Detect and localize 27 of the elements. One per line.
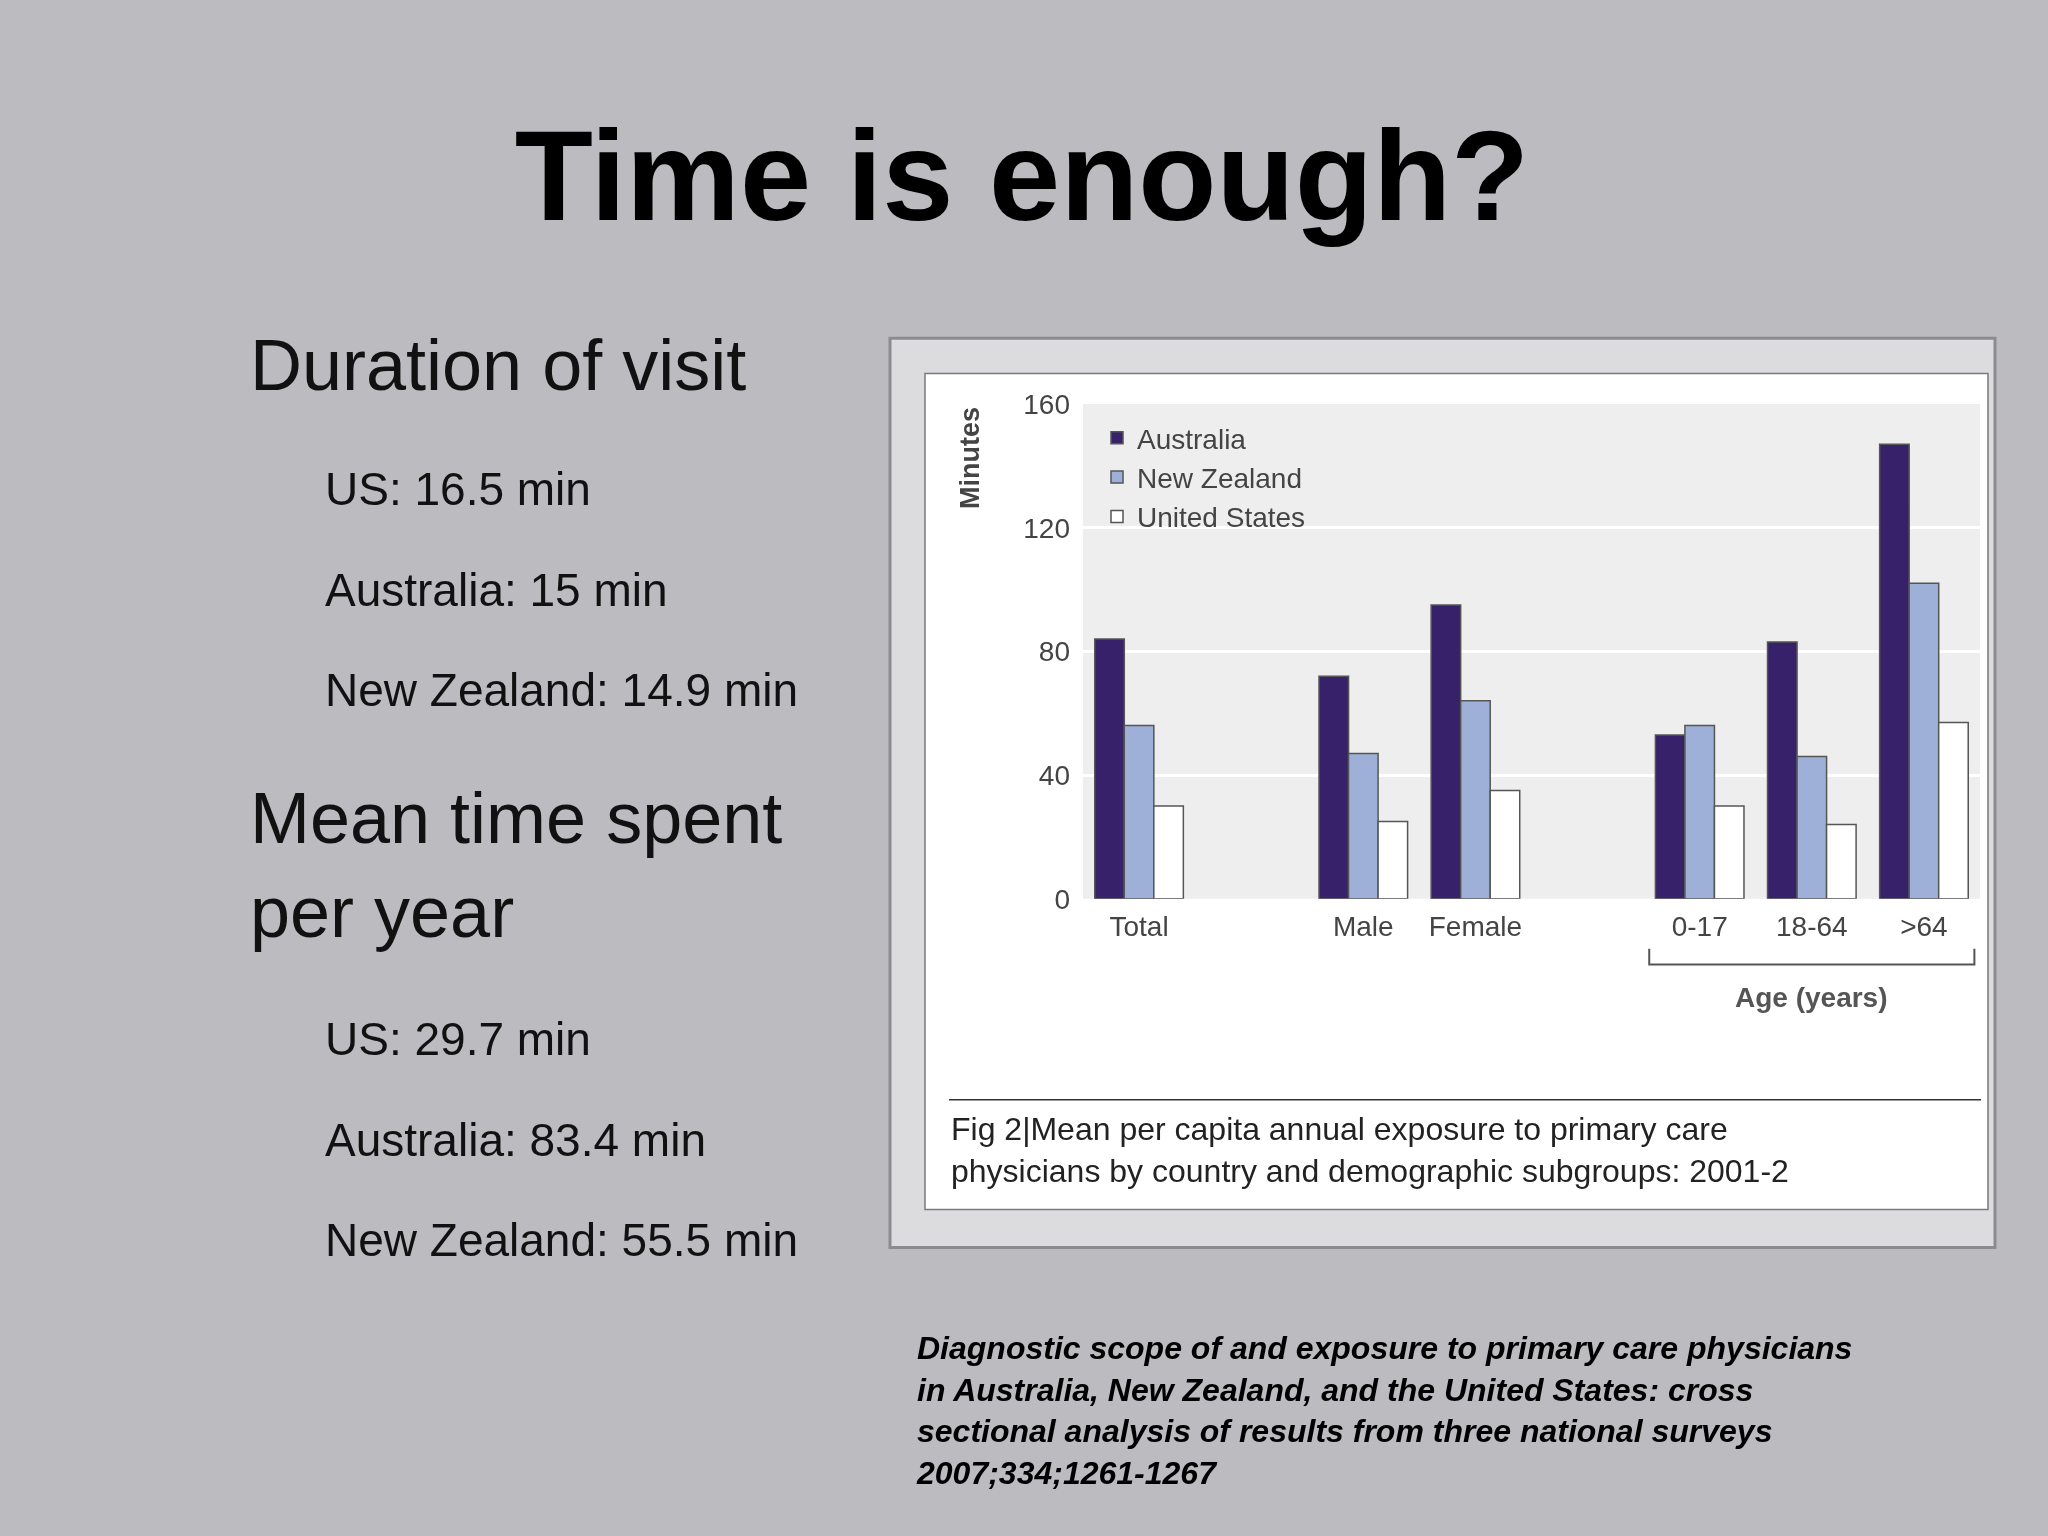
y-tick-label: 80 [1038,636,1070,668]
x-tick-label: 0-17 [1671,910,1728,942]
x-tick-label: Male [1332,910,1394,942]
text: New Zealand: 55.5 min [325,1214,799,1266]
x-tick-label: 18-64 [1776,910,1848,942]
caption: Fig 2|Mean per capita annual exposure to primary care physicians by country and demographic subgroups: 2001-2 [951,1111,1789,1189]
y-tick-label: 40 [1038,759,1070,791]
text: Duration of visit [250,325,747,405]
x-axis-title: Age (years) [1735,982,1888,1013]
text: Australia: 83.4 min [325,1114,706,1166]
text: US: 29.7 min [325,1013,591,1065]
x-tick-label: >64 [1900,910,1948,942]
y-tick-label: 120 [1023,512,1070,544]
text: Australia: 15 min [325,564,668,616]
text: US: 16.5 min [325,463,591,515]
text: New Zealand: 14.9 min [325,664,799,716]
x-tick-label: Female [1428,910,1523,942]
y-axis-title: Minutes [955,406,986,509]
x-tick-label: Total [1109,910,1169,942]
text: Diagnostic scope of and exposure to primary care physicians in Australia, New Zealand, and the United States: cross sectional analysis of results from three national surveys 2007;334;1261-1267 [916,1330,1853,1491]
legend-label: New Zealand [1137,463,1302,495]
chart-title: Time is enough? [514,103,1530,247]
y-tick-label: 160 [1023,388,1070,420]
y-tick-label: 0 [1054,883,1070,915]
text: Mean time spent per year [250,778,783,952]
legend-label: United States [1137,502,1306,534]
legend-label: Australia [1137,423,1247,455]
